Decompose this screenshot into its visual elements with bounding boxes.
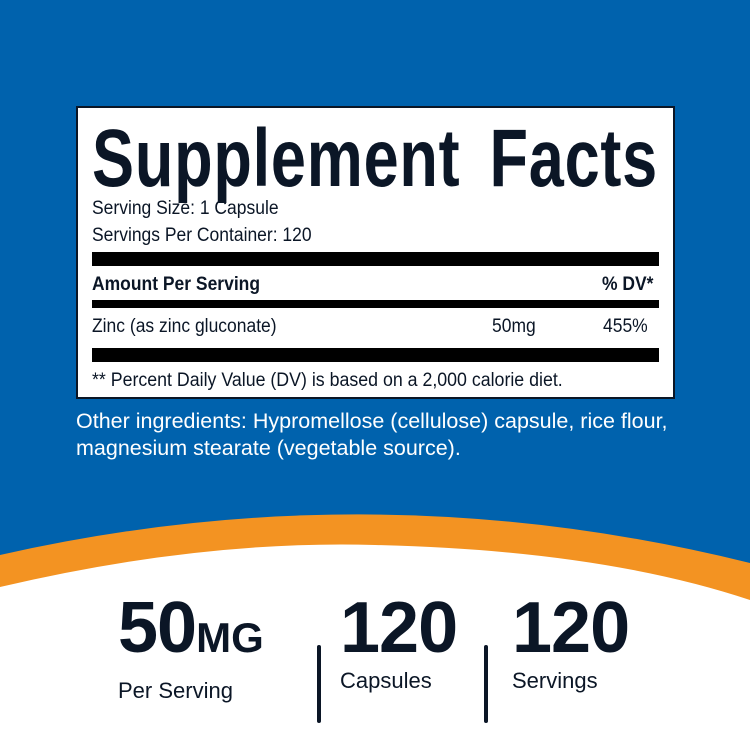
stat-caption: Capsules [340, 668, 432, 693]
supplement-facts-panel: Supplement Facts Serving Size: 1 Capsule… [76, 106, 675, 399]
stat-servings: 120 Servings [512, 588, 630, 694]
divider-medium [92, 300, 659, 308]
footnote: ** Percent Daily Value (DV) is based on … [92, 370, 563, 391]
stat-value: 120 [512, 588, 630, 668]
stat-capsules: 120 Capsules [340, 588, 458, 694]
white-area [0, 544, 750, 750]
serving-size: Serving Size: 1 Capsule [92, 198, 279, 219]
stat-value: 50 [118, 588, 197, 668]
stat-caption: Servings [512, 668, 598, 693]
separator [317, 645, 321, 723]
divider-thick [92, 252, 659, 266]
servings-per-container: Servings Per Container: 120 [92, 225, 312, 246]
divider-thick [92, 348, 659, 362]
nutrient-amount: 50mg [492, 316, 536, 337]
stat-caption: Per Serving [118, 678, 233, 703]
header-amount: Amount Per Serving [92, 274, 261, 295]
stat-unit: MG [196, 614, 264, 661]
separator [484, 645, 488, 723]
label-title: Supplement Facts [92, 113, 658, 204]
nutrient-dv: 455% [603, 316, 648, 337]
stat-dose: 50MG Per Serving [118, 592, 264, 704]
stat-value: 120 [340, 588, 458, 668]
nutrient-name: Zinc (as zinc gluconate) [92, 316, 277, 337]
header-dv: % DV* [602, 274, 654, 295]
other-ingredients: Other ingredients: Hypromellose (cellulo… [76, 409, 668, 460]
